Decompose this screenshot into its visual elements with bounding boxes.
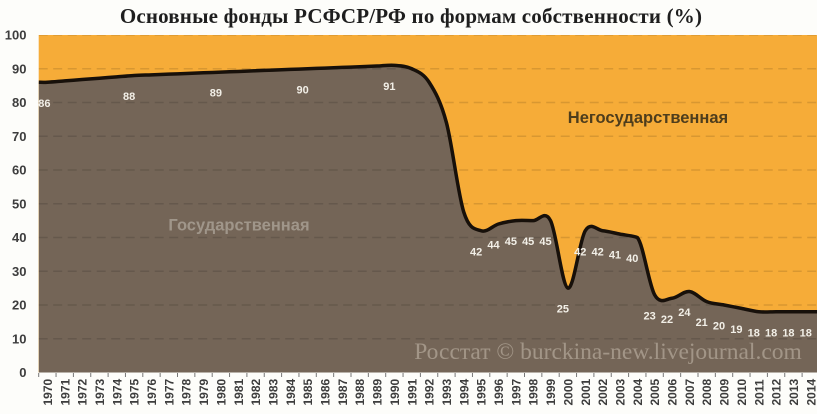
svg-text:2009: 2009	[718, 378, 732, 405]
svg-text:2001: 2001	[579, 378, 593, 405]
svg-text:42: 42	[591, 246, 603, 258]
svg-text:45: 45	[539, 236, 551, 248]
svg-text:1978: 1978	[180, 378, 194, 405]
svg-text:1970: 1970	[41, 378, 55, 405]
svg-text:19: 19	[730, 324, 742, 336]
svg-text:1983: 1983	[266, 378, 280, 405]
svg-text:1981: 1981	[232, 378, 246, 405]
svg-text:21: 21	[696, 317, 708, 329]
svg-text:1998: 1998	[527, 378, 541, 405]
svg-text:24: 24	[678, 307, 691, 319]
svg-text:1992: 1992	[423, 378, 437, 405]
svg-text:1972: 1972	[76, 378, 90, 405]
svg-text:1996: 1996	[492, 378, 506, 405]
svg-text:1989: 1989	[371, 378, 385, 405]
svg-text:2004: 2004	[631, 378, 645, 405]
svg-text:1988: 1988	[353, 378, 367, 405]
svg-text:2008: 2008	[700, 378, 714, 405]
svg-text:1973: 1973	[93, 378, 107, 405]
svg-text:45: 45	[505, 236, 517, 248]
svg-text:1995: 1995	[475, 378, 489, 405]
svg-text:2013: 2013	[787, 378, 801, 405]
svg-text:2006: 2006	[666, 378, 680, 405]
svg-text:42: 42	[470, 246, 482, 258]
svg-text:1984: 1984	[284, 378, 298, 405]
svg-text:20: 20	[12, 298, 26, 313]
svg-text:Основные фонды РСФСР/РФ по фор: Основные фонды РСФСР/РФ по формам собств…	[120, 4, 702, 28]
svg-text:70: 70	[12, 129, 26, 144]
svg-text:25: 25	[557, 304, 569, 316]
svg-text:2014: 2014	[804, 378, 817, 405]
svg-text:1977: 1977	[162, 378, 176, 405]
svg-text:1976: 1976	[145, 378, 159, 405]
svg-text:44: 44	[487, 240, 500, 252]
svg-text:2005: 2005	[648, 378, 662, 405]
svg-text:90: 90	[12, 61, 26, 76]
svg-text:18: 18	[765, 327, 777, 339]
svg-text:1993: 1993	[440, 378, 454, 405]
svg-text:22: 22	[661, 314, 673, 326]
svg-text:88: 88	[123, 91, 135, 103]
svg-text:10: 10	[12, 331, 26, 346]
svg-text:40: 40	[12, 230, 26, 245]
svg-text:1985: 1985	[301, 378, 315, 405]
svg-text:2000: 2000	[561, 378, 575, 405]
svg-text:86: 86	[38, 98, 50, 110]
svg-text:2003: 2003	[613, 378, 627, 405]
svg-text:1997: 1997	[509, 378, 523, 405]
svg-text:Негосударственная: Негосударственная	[568, 109, 728, 127]
svg-text:2012: 2012	[770, 378, 784, 405]
svg-text:23: 23	[644, 310, 656, 322]
svg-text:60: 60	[12, 163, 26, 178]
svg-text:2007: 2007	[683, 378, 697, 405]
svg-text:89: 89	[210, 88, 222, 100]
svg-text:1986: 1986	[319, 378, 333, 405]
svg-text:18: 18	[748, 327, 760, 339]
svg-text:1974: 1974	[110, 378, 124, 405]
svg-text:1991: 1991	[405, 378, 419, 405]
svg-text:2002: 2002	[596, 378, 610, 405]
svg-text:1994: 1994	[457, 378, 471, 405]
svg-text:42: 42	[574, 246, 586, 258]
svg-text:50: 50	[12, 196, 26, 211]
svg-text:1971: 1971	[58, 378, 72, 405]
svg-text:Государственная: Государственная	[168, 217, 309, 235]
svg-text:40: 40	[626, 253, 638, 265]
svg-text:0: 0	[19, 365, 26, 380]
svg-text:2010: 2010	[735, 378, 749, 405]
svg-text:1987: 1987	[336, 378, 350, 405]
svg-text:90: 90	[297, 84, 309, 96]
svg-text:20: 20	[713, 321, 725, 333]
svg-text:91: 91	[383, 81, 395, 93]
svg-text:80: 80	[12, 95, 26, 110]
svg-text:1999: 1999	[544, 378, 558, 405]
svg-text:1975: 1975	[128, 378, 142, 405]
svg-text:1979: 1979	[197, 378, 211, 405]
svg-text:1990: 1990	[388, 378, 402, 405]
svg-text:30: 30	[12, 264, 26, 279]
svg-text:18: 18	[782, 327, 794, 339]
svg-text:100: 100	[5, 28, 27, 43]
svg-text:41: 41	[609, 250, 621, 262]
svg-text:18: 18	[800, 327, 812, 339]
svg-text:Росстат © burckina-new.livejou: Росстат © burckina-new.livejournal.com	[414, 339, 802, 365]
svg-text:2011: 2011	[752, 379, 766, 405]
svg-text:45: 45	[522, 236, 534, 248]
svg-text:1982: 1982	[249, 378, 263, 405]
svg-text:1980: 1980	[214, 378, 228, 405]
